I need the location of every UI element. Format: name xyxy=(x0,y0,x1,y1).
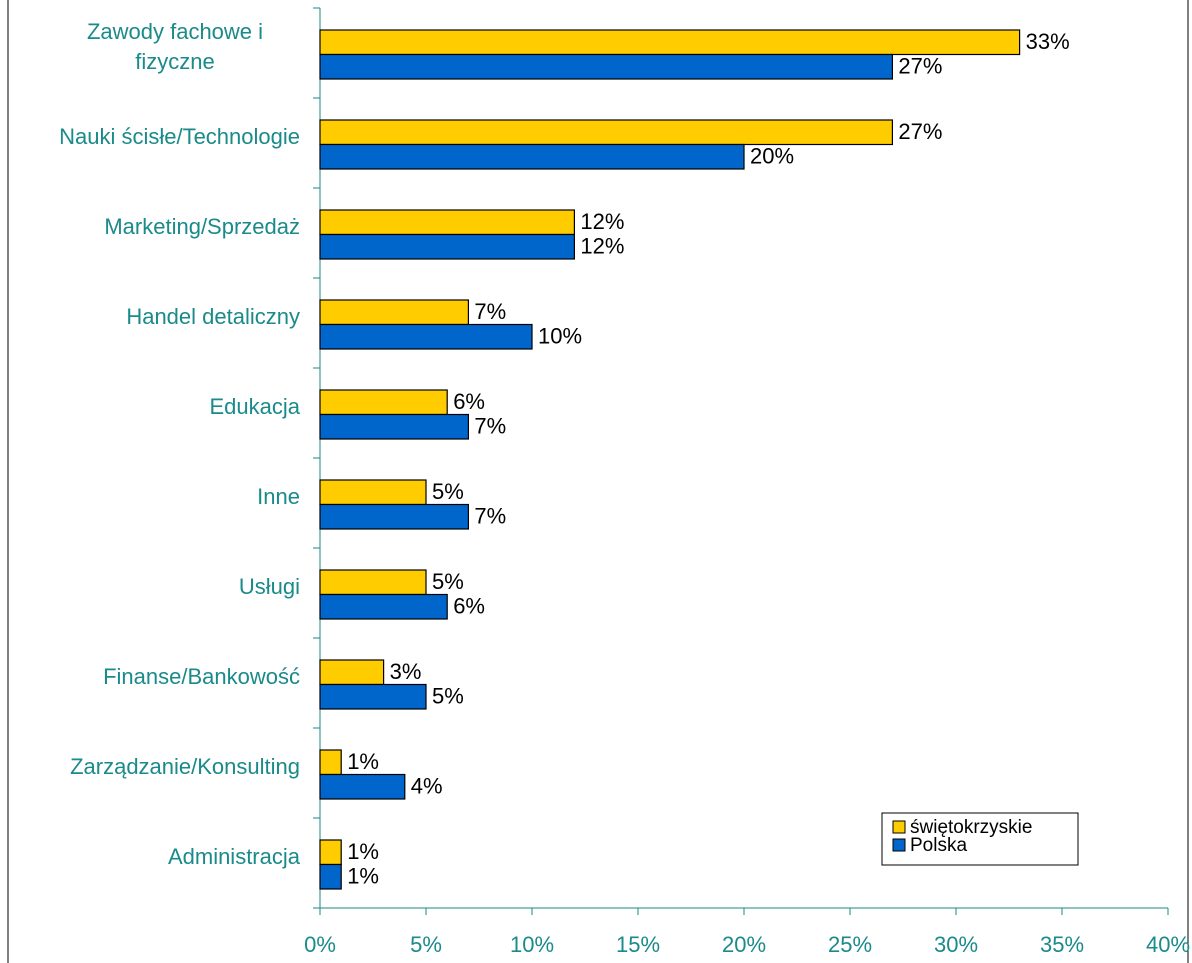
x-tick-label: 15% xyxy=(616,932,660,957)
bar xyxy=(319,839,342,866)
bar xyxy=(319,323,533,350)
data-label: 3% xyxy=(390,659,422,684)
x-tick-label: 35% xyxy=(1040,932,1084,957)
bar xyxy=(319,299,469,326)
y-tick-label: Zawody fachowe i fizyczne xyxy=(86,19,264,74)
data-label: 1% xyxy=(347,839,379,864)
y-tick-label: Usługi xyxy=(238,574,300,599)
data-label: 6% xyxy=(453,389,485,414)
bar xyxy=(319,503,469,530)
category-label-box: Zarządzanie/Konsulting xyxy=(0,722,300,812)
data-label: 6% xyxy=(453,593,485,618)
bar xyxy=(319,593,448,620)
data-label: 12% xyxy=(580,209,624,234)
data-label: 7% xyxy=(474,503,506,528)
data-label: 5% xyxy=(432,569,464,594)
x-tick-label: 0% xyxy=(304,932,336,957)
category-label-box: Handel detaliczny xyxy=(0,272,300,362)
legend-label: świętokrzyskie xyxy=(910,817,1032,838)
y-tick-label: Edukacja xyxy=(209,394,300,419)
legend-swatch xyxy=(892,820,906,834)
bar xyxy=(319,389,448,416)
data-label: 12% xyxy=(580,233,624,258)
data-label: 10% xyxy=(538,323,582,348)
bar xyxy=(319,53,894,80)
frame xyxy=(7,0,1189,963)
x-tick-label: 40% xyxy=(1146,932,1190,957)
category-label-box: Inne xyxy=(0,452,300,542)
bar xyxy=(319,773,406,800)
bar xyxy=(319,29,1021,56)
category-label-box: Marketing/Sprzedaż xyxy=(0,182,300,272)
data-label: 5% xyxy=(432,683,464,708)
y-tick-label: Handel detaliczny xyxy=(126,304,300,329)
data-label: 20% xyxy=(750,143,794,168)
legend-box xyxy=(881,812,1079,866)
bar xyxy=(319,413,469,440)
data-label: 7% xyxy=(474,299,506,324)
bar xyxy=(319,569,427,596)
bar xyxy=(319,209,575,236)
data-label: 27% xyxy=(898,53,942,78)
bar xyxy=(319,683,427,710)
x-tick-label: 10% xyxy=(510,932,554,957)
x-tick-label: 20% xyxy=(722,932,766,957)
x-tick-label: 5% xyxy=(410,932,442,957)
bar xyxy=(319,659,385,686)
category-label-box: Edukacja xyxy=(0,362,300,452)
bar xyxy=(319,479,427,506)
data-label: 7% xyxy=(474,413,506,438)
y-tick-label: Marketing/Sprzedaż xyxy=(104,214,300,239)
y-tick-label: Inne xyxy=(257,484,300,509)
y-tick-label: Finanse/Bankowość xyxy=(103,664,300,689)
category-label-box: Usługi xyxy=(0,542,300,632)
data-label: 1% xyxy=(347,863,379,888)
data-label: 4% xyxy=(411,773,443,798)
bar xyxy=(319,863,342,890)
data-label: 27% xyxy=(898,119,942,144)
bar xyxy=(319,119,894,146)
legend-swatch xyxy=(892,838,906,852)
y-tick-label: Administracja xyxy=(167,844,300,869)
bar xyxy=(319,143,745,170)
y-tick-label: Zarządzanie/Konsulting xyxy=(70,754,300,779)
data-label: 33% xyxy=(1026,29,1070,54)
x-tick-label: 25% xyxy=(828,932,872,957)
y-tick-label: Nauki ścisłe/Technologie xyxy=(59,124,300,149)
x-tick-label: 30% xyxy=(934,932,978,957)
bar xyxy=(319,233,575,260)
bar xyxy=(319,749,342,776)
category-label-box: Finanse/Bankowość xyxy=(0,632,300,722)
data-label: 1% xyxy=(347,749,379,774)
category-label-box: Nauki ścisłe/Technologie xyxy=(0,92,300,182)
category-label-box: Administracja xyxy=(0,812,300,902)
data-label: 5% xyxy=(432,479,464,504)
legend-label: Polska xyxy=(910,835,967,856)
category-label-box: Zawody fachowe i fizyczne xyxy=(0,2,300,92)
